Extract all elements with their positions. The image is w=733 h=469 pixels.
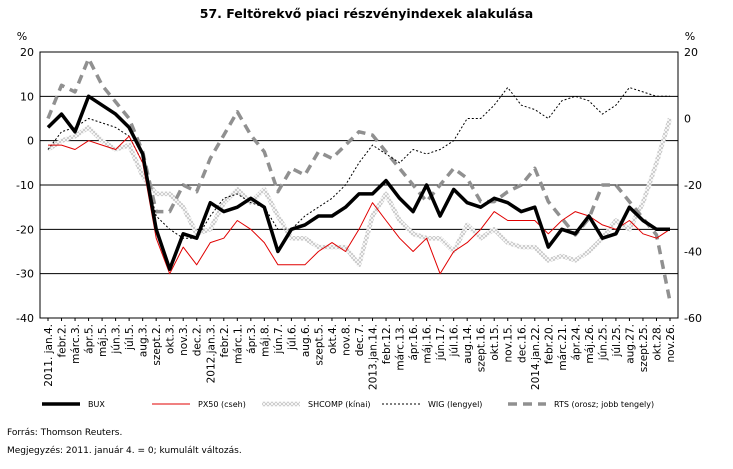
legend-label: SHCOMP (kínai) [308,400,371,409]
series-line-1 [48,135,671,275]
source-note: Forrás: Thomson Reuters. [7,428,123,438]
x-tick-label: szept.25. [638,324,650,372]
left-tick-label: -10 [16,179,34,192]
x-tick-label: okt.28. [651,324,663,361]
x-tick-label: febr.12. [381,324,393,364]
legend-label: WIG (lengyel) [428,400,482,409]
x-tick-label: máj.8. [259,324,271,357]
legend-label: PX50 (cseh) [198,400,246,409]
x-tick-label: jún.17. [435,324,447,361]
left-tick-label: -30 [16,268,34,281]
x-tick-label: febr.2. [57,324,69,358]
series-line-4 [46,56,672,302]
x-tick-label: szept.16. [476,324,488,372]
right-tick-label: 20 [684,46,698,59]
x-tick-label: jún.25. [597,324,609,361]
right-axis-unit: % [685,30,695,43]
x-tick-label: 2012.jan.3. [205,324,217,383]
x-tick-label: okt.4. [327,324,339,354]
chart-title: 57. Feltörekvő piaci részvényindexek ala… [199,6,534,21]
right-tick-label: -40 [684,246,702,259]
x-tick-label: máj.16. [422,324,434,364]
right-tick-label: -60 [684,312,702,325]
x-tick-label: jún.3. [111,324,123,355]
x-tick-label: nov.3. [178,324,190,356]
series-line-3 [47,87,670,239]
x-tick-label: febr.2. [219,324,231,358]
legend-label: BUX [88,400,105,409]
left-tick-label: -40 [16,312,34,325]
x-tick-label: ápr.16. [408,324,420,361]
x-tick-label: máj.5. [97,324,109,357]
x-tick-label: jún.7. [273,324,285,355]
x-tick-label: márc.1. [232,324,244,364]
x-tick-label: febr.20. [543,324,555,364]
x-tick-label: aug.27. [624,324,636,364]
x-tick-label: márc.3. [70,324,82,364]
legend-label: RTS (orosz; jobb tengely) [554,400,654,409]
x-tick-label: máj.26. [584,324,596,364]
x-tick-label: ápr.3. [246,324,258,354]
x-tick-label: dec.7. [354,324,366,356]
x-tick-label: okt.15. [489,324,501,361]
left-tick-label: -20 [16,223,34,236]
x-tick-label: aug.6. [300,324,312,357]
x-tick-label: 2013.jan.14. [368,324,380,390]
footnote: Megjegyzés: 2011. január 4. = 0; kumulál… [7,446,242,456]
x-tick-label: márc.21. [557,324,569,371]
x-tick-label: nov.15. [503,324,515,363]
x-tick-label: szept.2. [151,324,163,366]
x-tick-label: 2014.jan.22. [530,324,542,390]
left-tick-label: 0 [27,135,34,148]
x-tick-label: szept.5. [313,324,325,366]
x-tick-label: aug.3. [138,324,150,357]
right-tick-label: 0 [684,113,691,126]
x-tick-label: nov.8. [340,324,352,356]
left-tick-label: 10 [20,90,34,103]
x-tick-label: ápr.5. [84,324,96,354]
x-tick-label: dec.16. [516,324,528,363]
left-axis-unit: % [17,30,27,43]
left-tick-label: 20 [20,46,34,59]
x-tick-label: júl.16. [449,324,461,358]
right-tick-label: -20 [684,179,702,192]
x-tick-label: júl.6. [286,324,298,351]
x-tick-label: ápr.24. [570,324,582,361]
series-line-0 [46,94,670,271]
x-tick-label: nov.26. [665,324,677,363]
x-tick-label: júl.5. [124,324,136,351]
x-tick-label: 2011. jan.4. [43,324,55,387]
x-tick-label: márc.13. [395,324,407,371]
x-tick-label: aug.14. [462,324,474,364]
x-tick-label: júl.25. [611,324,623,358]
x-tick-label: dec.2. [192,324,204,356]
x-tick-label: okt.3. [165,324,177,354]
